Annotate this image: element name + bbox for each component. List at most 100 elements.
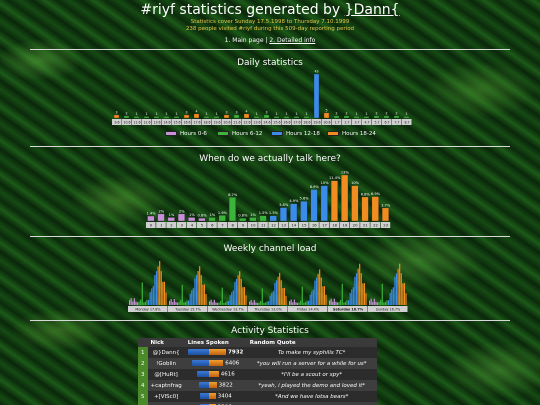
hour-label: 0	[150, 223, 153, 228]
daily-title: Daily statistics	[237, 58, 303, 68]
weekly-bar	[249, 301, 251, 305]
hour-bar	[218, 215, 226, 222]
weekly-bar	[165, 292, 167, 305]
daily-day-cell	[302, 119, 312, 125]
weekly-bar	[380, 299, 382, 305]
weekly-bar	[319, 269, 321, 305]
legend-swatch	[217, 131, 229, 136]
nick-cell: @[HuRt]	[147, 369, 185, 380]
author-link[interactable]: }Dann{	[344, 2, 400, 18]
hour-bar	[279, 207, 287, 222]
hour-label: 11	[261, 223, 266, 228]
daily-day-cell	[142, 119, 152, 125]
hour-percent-label: 8.9%	[310, 185, 320, 189]
weekly-bar	[200, 275, 202, 305]
weekday-label: Friday 14.4%	[297, 308, 320, 312]
daily-value-label: 4	[245, 109, 247, 113]
divider	[30, 320, 510, 321]
weekly-bar	[220, 300, 222, 305]
weekly-bar	[314, 280, 316, 305]
daily-value-label: 3	[225, 110, 227, 114]
weekday-label: Tuesday 15.7%	[174, 308, 201, 312]
hour-cell	[380, 222, 391, 228]
daily-value-label: 3	[185, 110, 187, 114]
daily-bar	[223, 114, 230, 119]
weekly-bar	[237, 275, 239, 305]
weekly-bar	[234, 281, 236, 305]
period-text: Statistics cover Sunday 17.5.1998 to Thu…	[190, 19, 350, 25]
weekly-bar	[283, 287, 286, 305]
weekly-bar	[388, 300, 390, 305]
daily-bar	[283, 116, 290, 119]
daily-day-label: 26.6	[283, 121, 290, 125]
lines-count: 7932	[228, 349, 244, 356]
weekly-bar	[372, 301, 374, 305]
daily-bar	[333, 115, 340, 119]
weekday-label: Sunday 16.7%	[376, 308, 401, 312]
daily-day-label: 11.6	[133, 121, 140, 125]
weekly-bar	[172, 302, 174, 305]
daily-day-label: 6.7	[384, 121, 389, 125]
hour-cell	[166, 222, 176, 228]
daily-day-label: 3.7	[354, 121, 359, 125]
weekly-bar	[210, 299, 212, 305]
daily-day-label: 8.7	[404, 121, 409, 125]
weekly-bar	[191, 290, 193, 305]
daily-day-cell	[322, 119, 332, 125]
hour-bar	[208, 217, 216, 222]
weekly-bar	[266, 301, 268, 305]
weekly-bar	[375, 301, 377, 305]
hour-cell	[329, 222, 340, 228]
weekly-bar	[184, 302, 187, 305]
hour-label: 20	[353, 223, 358, 228]
rank-cell: 3	[138, 369, 148, 380]
nav-detailed-info-link[interactable]: 2. Detailed info	[269, 37, 316, 44]
hourly-chart: 0 1.4% 1 2% 2 1% 3 2% 4 1% 5 0.8% 6 1% 7 1.6% 8 6.7% 9 0.8%…	[146, 171, 391, 228]
daily-value-label: 2	[375, 111, 377, 115]
weekly-bar	[403, 283, 406, 305]
lines-cell: 6406	[184, 358, 247, 369]
hour-label: 2	[170, 223, 173, 228]
daily-day-cell	[122, 119, 132, 125]
daily-bar	[163, 116, 170, 119]
weekly-bar	[397, 268, 399, 305]
daily-day-label: 18.6	[203, 121, 210, 125]
weekly-bar	[199, 266, 201, 305]
daily-bar	[303, 116, 310, 119]
daily-value-label: 3	[265, 110, 267, 114]
weekly-bar	[394, 276, 396, 305]
hour-cell	[258, 222, 268, 228]
daily-value-label: 3	[235, 110, 237, 114]
hour-percent-label: 1%	[209, 213, 215, 217]
weekly-bar	[245, 295, 247, 305]
weekly-bar	[268, 301, 270, 305]
weekly-bar	[277, 276, 279, 305]
weekly-bar	[378, 301, 380, 305]
daily-day-label: 28.6	[303, 121, 310, 125]
hour-percent-label: 1%	[169, 213, 175, 217]
weekly-bar	[169, 300, 171, 305]
daily-bar	[263, 114, 270, 119]
hour-percent-label: 0.8%	[238, 214, 248, 218]
weekly-bar	[175, 302, 177, 305]
daily-day-cell	[362, 119, 372, 125]
daily-value-label: 1	[255, 112, 257, 116]
lines-bar-evening	[208, 382, 217, 389]
nick-cell: !Goblin	[147, 358, 185, 369]
daily-bar	[373, 115, 380, 119]
weekly-title: Weekly channel load	[223, 244, 317, 254]
daily-day-label: 21.6	[233, 121, 240, 125]
hour-cell	[299, 222, 309, 228]
nav-separator: |	[263, 37, 270, 44]
hour-label: 22	[373, 223, 378, 228]
quote-cell: *I'll be a scout or spy*	[246, 369, 377, 380]
hour-bar	[249, 217, 257, 222]
hour-cell	[268, 222, 278, 228]
hour-label: 3	[180, 223, 183, 228]
daily-bar	[253, 116, 260, 119]
activity-row: 3 @[HuRt] 4616 *I'll be a scout or spy*	[138, 369, 377, 380]
daily-value-label: 1	[365, 112, 367, 116]
weekly-bar	[235, 278, 238, 305]
weekly-bar	[322, 286, 324, 305]
